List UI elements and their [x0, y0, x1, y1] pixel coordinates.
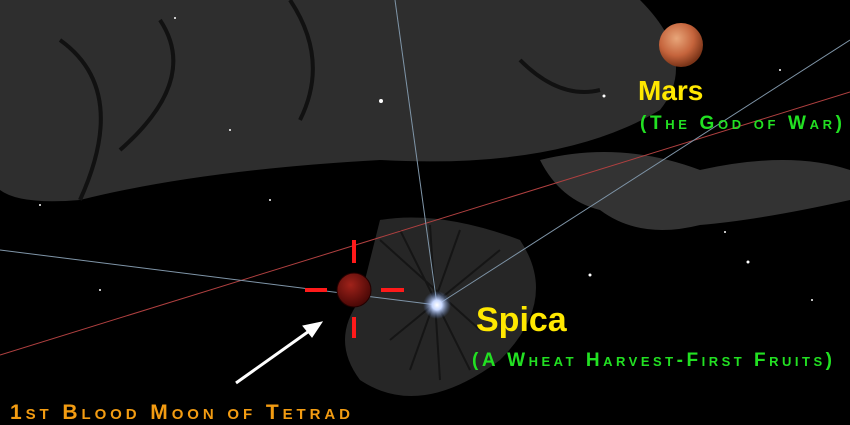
spica-label: Spica [476, 301, 568, 339]
spica [423, 291, 451, 319]
sky-chart: Mars (The God of War) Spica (A Wheat Har… [0, 0, 850, 425]
mars-label: Mars [638, 75, 703, 106]
mars-note: (The God of War) [640, 113, 842, 134]
mars [659, 23, 703, 67]
blood-moon [337, 273, 371, 307]
